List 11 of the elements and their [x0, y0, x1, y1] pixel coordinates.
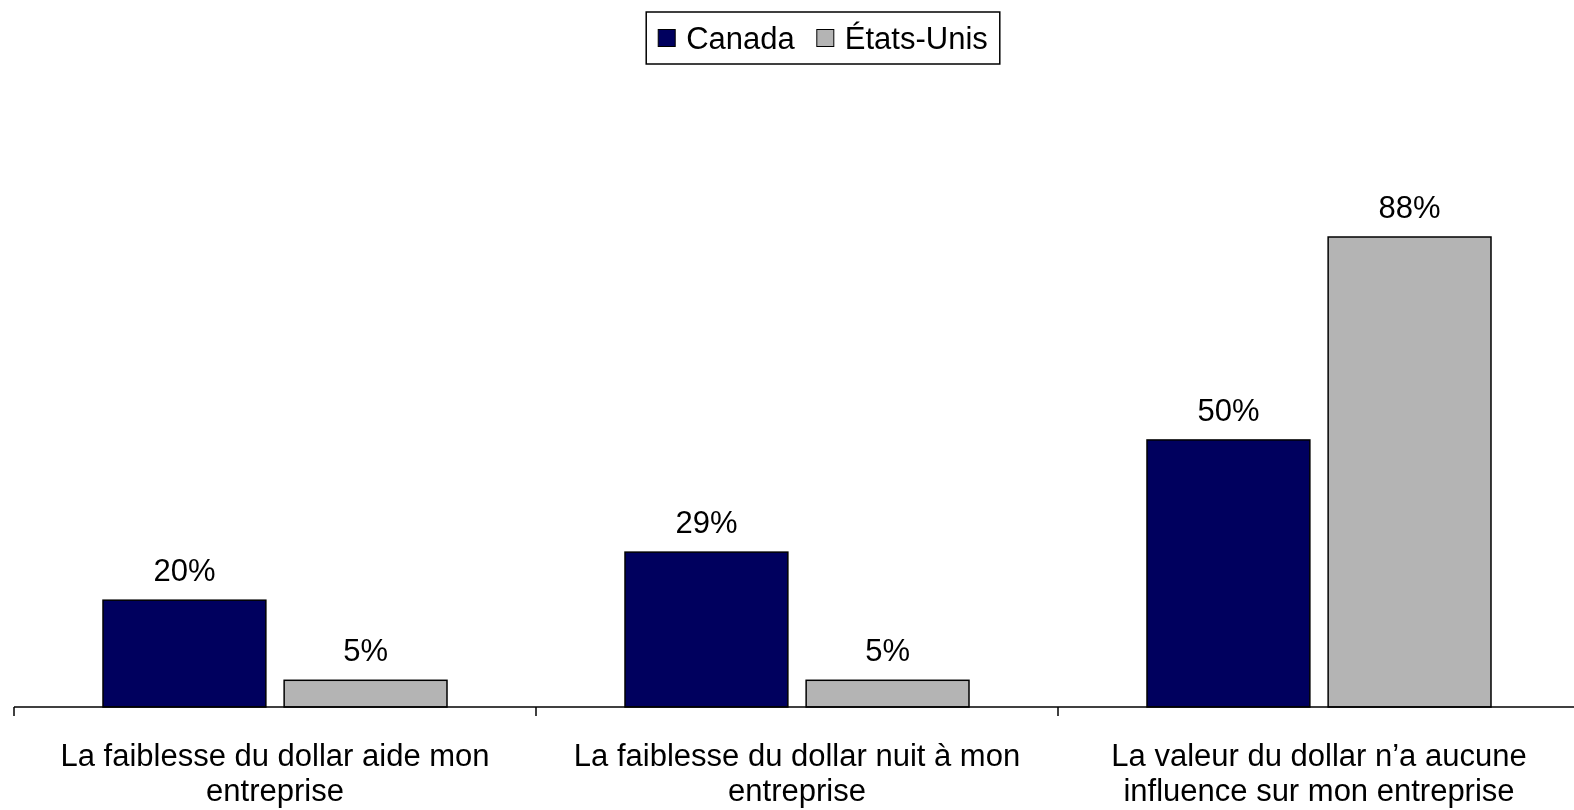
- x-tick-label: La valeur du dollar n’a aucune influence sur mon entreprise: [1111, 738, 1527, 808]
- data-label: 5%: [865, 633, 910, 669]
- data-label: 50%: [1197, 392, 1260, 428]
- x-tick-label: La faiblesse du dollar aide mon entreprise: [60, 738, 490, 808]
- legend-label: Canada: [686, 21, 796, 56]
- data-label: 29%: [675, 505, 738, 541]
- x-tick-label: La faiblesse du dollar nuit à mon entreprise: [573, 738, 1021, 808]
- legend-label: États-Unis: [844, 21, 988, 56]
- data-label: 20%: [153, 553, 216, 589]
- data-label: 5%: [343, 633, 388, 669]
- data-label: 88%: [1378, 190, 1441, 225]
